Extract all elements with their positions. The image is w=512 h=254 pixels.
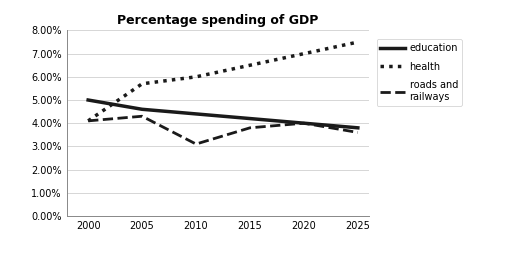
Title: Percentage spending of GDP: Percentage spending of GDP [117, 13, 318, 26]
Legend: education, health, roads and
railways: education, health, roads and railways [376, 39, 462, 106]
